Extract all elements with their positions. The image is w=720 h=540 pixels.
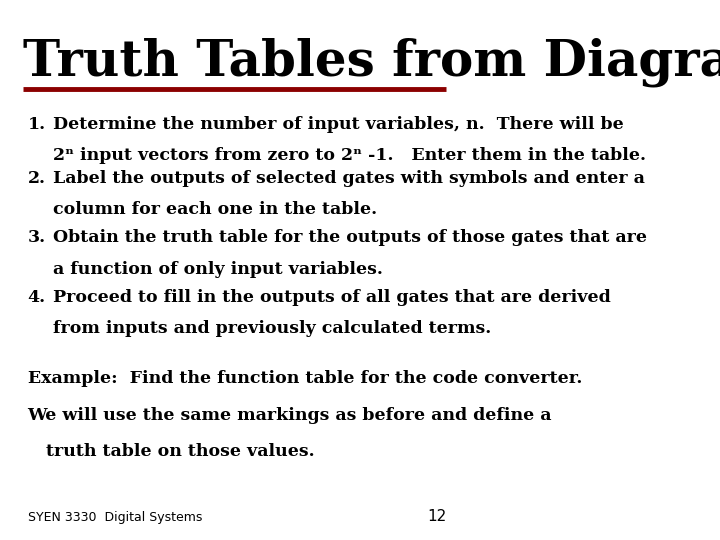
Text: 3.: 3.: [27, 230, 46, 246]
Text: We will use the same markings as before and define a: We will use the same markings as before …: [27, 407, 552, 423]
Text: column for each one in the table.: column for each one in the table.: [53, 201, 377, 218]
Text: SYEN 3330  Digital Systems: SYEN 3330 Digital Systems: [27, 511, 202, 524]
Text: Truth Tables from Diagrams: Truth Tables from Diagrams: [23, 38, 720, 87]
Text: 12: 12: [427, 509, 446, 524]
Text: Example:  Find the function table for the code converter.: Example: Find the function table for the…: [27, 370, 582, 387]
Text: 4.: 4.: [27, 289, 46, 306]
Text: Obtain the truth table for the outputs of those gates that are: Obtain the truth table for the outputs o…: [53, 230, 647, 246]
Text: from inputs and previously calculated terms.: from inputs and previously calculated te…: [53, 320, 491, 337]
Text: 1.: 1.: [27, 116, 46, 133]
Text: truth table on those values.: truth table on those values.: [27, 443, 314, 460]
Text: 2ⁿ input vectors from zero to 2ⁿ -1.   Enter them in the table.: 2ⁿ input vectors from zero to 2ⁿ -1. Ent…: [53, 147, 646, 164]
Text: a function of only input variables.: a function of only input variables.: [53, 261, 383, 278]
Text: 2.: 2.: [27, 170, 45, 187]
Text: Determine the number of input variables, n.  There will be: Determine the number of input variables,…: [53, 116, 624, 133]
Text: Proceed to fill in the outputs of all gates that are derived: Proceed to fill in the outputs of all ga…: [53, 289, 611, 306]
Text: Label the outputs of selected gates with symbols and enter a: Label the outputs of selected gates with…: [53, 170, 645, 187]
